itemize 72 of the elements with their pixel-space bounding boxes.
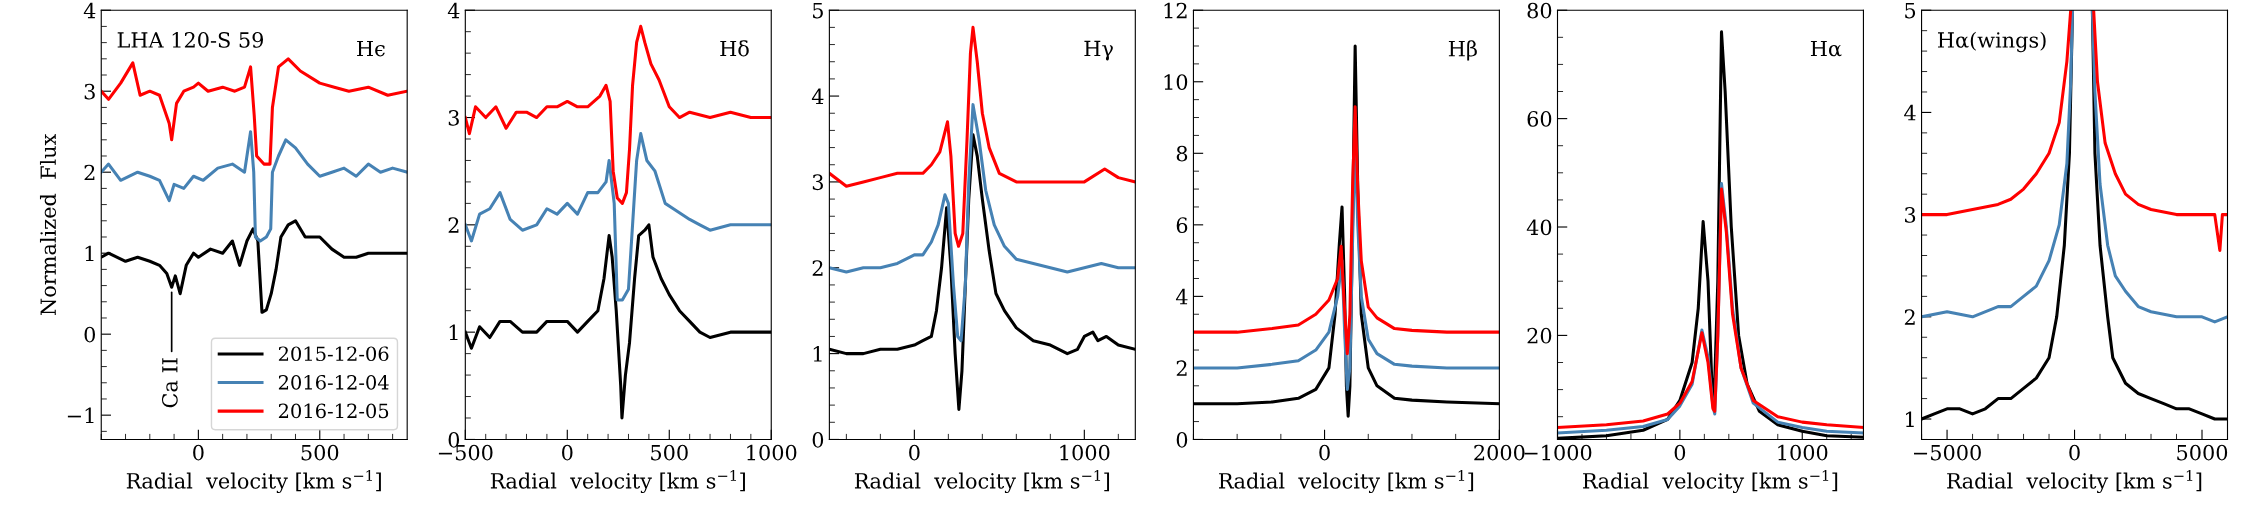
y-tick-label: 4: [811, 88, 824, 104]
y-tick-label: 3: [1905, 207, 1916, 223]
legend-label: 2015-12-06: [278, 346, 389, 362]
y-axis-title: Normalized Flux: [39, 133, 57, 316]
x-tick-label: 0: [2069, 444, 2080, 461]
x-axis-title: Radial velocity [km s$^{−1}$]: [1947, 470, 2202, 494]
y-tick-label: 2: [812, 260, 823, 276]
x-tick-label: 500: [301, 444, 339, 461]
x-tick-label: 0: [193, 444, 204, 461]
annotation: LHA 120-S 59: [117, 32, 264, 48]
y-tick-label: 5: [813, 2, 823, 19]
line-series: [829, 103, 1136, 343]
annotation: Hα(wings): [1938, 31, 2046, 53]
y-tick-label: 2: [1904, 309, 1915, 325]
y-tick-label: 4: [83, 2, 96, 19]
line-series: [465, 24, 772, 205]
x-tick-label: 2000: [1474, 444, 1525, 461]
y-tick-label: 0: [812, 431, 824, 448]
x-tick-label: −5000: [1914, 444, 1981, 461]
y-tick-label: 3: [812, 174, 823, 191]
y-tick-label: 0: [84, 326, 96, 343]
y-tick-label: −1: [67, 407, 94, 424]
annotation: Hγ: [1084, 40, 1113, 61]
y-tick-label: 0: [1176, 431, 1188, 448]
y-tick-label: 2: [1176, 360, 1187, 376]
y-tick-label: 20: [1527, 327, 1552, 344]
y-tick-label: 60: [1527, 111, 1552, 127]
annotation: Hα: [1810, 40, 1842, 57]
y-tick-label: 2: [448, 217, 459, 233]
x-tick-label: 0: [1674, 444, 1686, 461]
x-tick-label: −1000: [1524, 444, 1592, 461]
y-tick-label: 80: [1527, 2, 1552, 19]
line-series: [465, 132, 772, 302]
x-axis-title: Radial velocity [km s$^{−1}$]: [1583, 470, 1838, 494]
annotation: Ca II: [161, 358, 178, 408]
legend-label: 2016-12-04: [278, 374, 389, 390]
y-tick-label: 10: [1164, 74, 1188, 90]
x-axis-title: Radial velocity [km s$^{−1}$]: [490, 470, 745, 494]
y-tick-label: 1: [449, 324, 458, 341]
y-tick-label: 5: [1905, 2, 1916, 19]
x-tick-label: 1000: [1060, 444, 1110, 461]
line-series: [101, 57, 408, 166]
y-tick-label: 3: [84, 83, 95, 100]
y-tick-label: 2: [84, 164, 95, 181]
y-tick-label: 4: [447, 2, 460, 19]
x-tick-label: 0: [1319, 444, 1330, 461]
y-tick-label: 6: [1176, 217, 1188, 234]
annotation: Hϵ: [357, 40, 385, 57]
y-tick-label: 4: [1175, 288, 1188, 305]
x-axis-title: Radial velocity [km s$^{−1}$]: [854, 470, 1110, 494]
y-tick-label: 4: [1904, 104, 1916, 121]
x-tick-label: 5000: [2177, 444, 2228, 461]
y-tick-label: 1: [813, 346, 822, 362]
y-tick-label: 12: [1164, 2, 1187, 19]
y-tick-label: 3: [448, 109, 459, 126]
y-tick-label: 8: [1176, 145, 1188, 162]
x-tick-label: 0: [909, 444, 920, 461]
x-tick-label: 1000: [1778, 444, 1828, 461]
y-tick-label: 1: [85, 245, 94, 262]
x-tick-label: 1000: [747, 444, 797, 461]
x-axis-title: Radial velocity [km s$^{−1}$]: [126, 470, 381, 494]
line-series: [829, 25, 1136, 248]
x-tick-label: 500: [651, 444, 688, 461]
line-series: [101, 130, 408, 243]
annotation: Hβ: [1448, 40, 1477, 61]
x-axis-title: Radial velocity [km s$^{−1}$]: [1219, 470, 1474, 494]
line-series: [1193, 105, 1500, 356]
legend-label: 2016-12-05: [278, 403, 389, 419]
x-tick-label: 0: [562, 444, 573, 461]
annotation: Hδ: [720, 40, 749, 57]
y-tick-label: 1: [1905, 411, 1914, 427]
y-tick-label: 40: [1526, 219, 1552, 236]
